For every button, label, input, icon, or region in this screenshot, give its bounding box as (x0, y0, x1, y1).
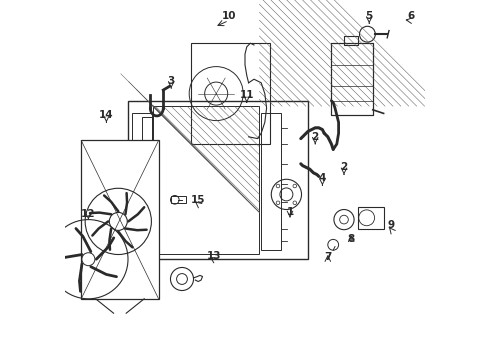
Text: 2: 2 (312, 132, 319, 142)
Text: 14: 14 (99, 110, 114, 120)
Text: 12: 12 (81, 209, 96, 219)
Bar (358, 207, 384, 229)
Bar (132, 113, 152, 250)
Bar (171, 196, 186, 203)
Bar (128, 101, 308, 259)
Text: 5: 5 (366, 11, 373, 21)
Bar (261, 113, 281, 250)
Circle shape (82, 253, 95, 266)
Text: 13: 13 (207, 251, 221, 261)
Text: 9: 9 (387, 220, 394, 230)
Text: 1: 1 (286, 207, 294, 217)
Text: 4: 4 (318, 173, 326, 183)
Text: 10: 10 (221, 11, 236, 21)
Bar (153, 106, 259, 254)
Text: 15: 15 (191, 195, 205, 205)
Bar (81, 140, 159, 299)
Bar (344, 36, 358, 45)
Bar (331, 43, 373, 115)
Circle shape (171, 267, 194, 291)
Circle shape (85, 188, 151, 255)
Bar (331, 43, 373, 115)
Bar (191, 43, 270, 144)
Text: 3: 3 (168, 76, 175, 86)
Text: 6: 6 (407, 11, 414, 21)
Circle shape (171, 195, 179, 204)
Text: 11: 11 (240, 90, 254, 100)
Bar (143, 117, 152, 247)
Text: 7: 7 (324, 252, 332, 262)
Text: 8: 8 (347, 234, 355, 244)
Circle shape (109, 212, 127, 230)
Text: 2: 2 (341, 162, 347, 172)
